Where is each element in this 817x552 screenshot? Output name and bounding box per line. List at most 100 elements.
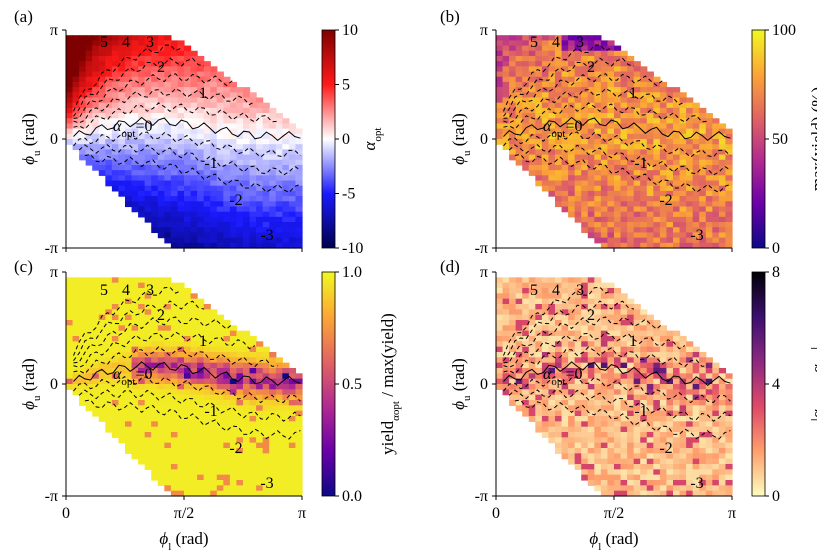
heatmap-cell: [262, 190, 270, 197]
heatmap-cell: [725, 389, 733, 396]
heatmap-cell: [256, 341, 264, 348]
heatmap-cell: [528, 357, 536, 364]
heatmap-cell: [502, 113, 510, 119]
heatmap-cell: [633, 71, 641, 78]
heatmap-cell: [574, 40, 582, 47]
heatmap-cell: [712, 442, 720, 449]
heatmap-cell: [288, 154, 297, 161]
heatmap-cell: [98, 61, 106, 67]
heatmap-cell: [210, 216, 218, 223]
heatmap-cell: [627, 341, 635, 348]
heatmap-cell: [633, 410, 641, 417]
heatmap-cell: [653, 453, 661, 460]
heatmap-cell: [243, 453, 251, 460]
heatmap-cell: [111, 432, 120, 438]
heatmap-cell: [574, 389, 582, 396]
heatmap-cell: [581, 216, 589, 223]
heatmap-cell: [653, 400, 661, 406]
heatmap-cell: [275, 149, 283, 156]
heatmap-cell: [249, 92, 257, 99]
heatmap-cell: [229, 144, 238, 150]
heatmap-cell: [561, 277, 569, 284]
heatmap-cell: [666, 175, 674, 182]
heatmap-cell: [236, 384, 244, 390]
heatmap-cell: [509, 133, 517, 140]
heatmap-cell: [229, 453, 238, 460]
heatmap-cell: [502, 298, 510, 305]
heatmap-cell: [581, 384, 589, 390]
heatmap-cell: [614, 400, 622, 406]
heatmap-cell: [79, 336, 87, 342]
heatmap-cell: [184, 448, 192, 454]
heatmap-cell: [105, 357, 113, 364]
heatmap-cell: [594, 389, 602, 396]
heatmap-cell: [229, 485, 238, 492]
heatmap-cell: [151, 432, 159, 438]
heatmap-cell: [92, 293, 100, 300]
heatmap-cell: [170, 421, 179, 428]
heatmap-cell: [125, 384, 133, 390]
heatmap-cell: [633, 97, 641, 104]
heatmap-cell: [522, 410, 530, 417]
heatmap-cell: [249, 400, 257, 406]
heatmap-cell: [646, 400, 654, 406]
heatmap-cell: [190, 437, 198, 444]
heatmap-cell: [528, 139, 536, 145]
heatmap-cell: [256, 128, 264, 135]
heatmap-cell: [535, 113, 543, 119]
heatmap-cell: [705, 458, 713, 465]
heatmap-cell: [144, 309, 152, 316]
heatmap-cell: [184, 175, 192, 182]
heatmap-cell: [105, 314, 113, 321]
heatmap-cell: [197, 378, 205, 385]
heatmap-cell: [627, 410, 635, 417]
heatmap-cell: [555, 149, 563, 156]
heatmap-cell: [282, 437, 290, 444]
heatmap-cell: [673, 211, 681, 218]
heatmap-cell: [236, 123, 244, 130]
heatmap-cell: [607, 421, 615, 428]
heatmap-cell: [79, 71, 87, 78]
heatmap-cell: [699, 480, 707, 486]
heatmap-cell: [157, 378, 165, 385]
heatmap-cell: [627, 175, 635, 182]
heatmap-cell: [679, 196, 687, 202]
heatmap-cell: [620, 55, 628, 62]
heatmap-cell: [555, 448, 563, 454]
heatmap-cell: [151, 314, 159, 321]
heatmap-cell: [236, 437, 244, 444]
heatmap-cell: [164, 410, 172, 417]
heatmap-cell: [633, 237, 641, 244]
heatmap-cell: [568, 442, 576, 449]
heatmap-cell: [216, 113, 224, 119]
heatmap-cell: [131, 352, 139, 358]
heatmap-cell: [666, 222, 674, 228]
heatmap-cell: [568, 298, 576, 305]
heatmap-cell: [535, 368, 543, 374]
heatmap-cell: [85, 113, 93, 119]
heatmap-cell: [197, 384, 205, 390]
heatmap-cell: [699, 232, 707, 239]
heatmap-cell: [594, 87, 602, 93]
heatmap-cell: [125, 314, 133, 321]
heatmap-cell: [600, 352, 609, 358]
heatmap-cell: [236, 400, 244, 406]
heatmap-cell: [712, 180, 720, 187]
heatmap-cell: [528, 35, 536, 41]
heatmap-cell: [197, 81, 205, 88]
heatmap-cell: [640, 421, 648, 428]
heatmap-cell: [66, 314, 74, 321]
heatmap-cell: [502, 389, 510, 396]
heatmap-cell: [515, 40, 523, 47]
heatmap-cell: [686, 154, 694, 161]
heatmap-cell: [216, 330, 224, 337]
heatmap-cell: [184, 170, 192, 176]
heatmap-cell: [269, 384, 277, 390]
heatmap-cell: [98, 293, 106, 300]
heatmap-cell: [673, 426, 681, 433]
heatmap-cell: [666, 206, 674, 213]
heatmap-cell: [515, 373, 523, 380]
heatmap-cell: [262, 352, 270, 358]
heatmap-cell: [111, 357, 120, 364]
heatmap-cell: [197, 458, 205, 465]
